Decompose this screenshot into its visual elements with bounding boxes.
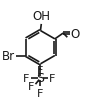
Text: Br: Br [2, 50, 15, 62]
Text: OH: OH [32, 10, 50, 23]
Text: S: S [36, 72, 44, 85]
Text: F: F [27, 82, 34, 91]
Text: F: F [37, 88, 44, 98]
Text: F: F [37, 65, 44, 75]
Text: F: F [23, 73, 30, 83]
Text: F: F [49, 73, 55, 83]
Text: O: O [71, 27, 80, 40]
